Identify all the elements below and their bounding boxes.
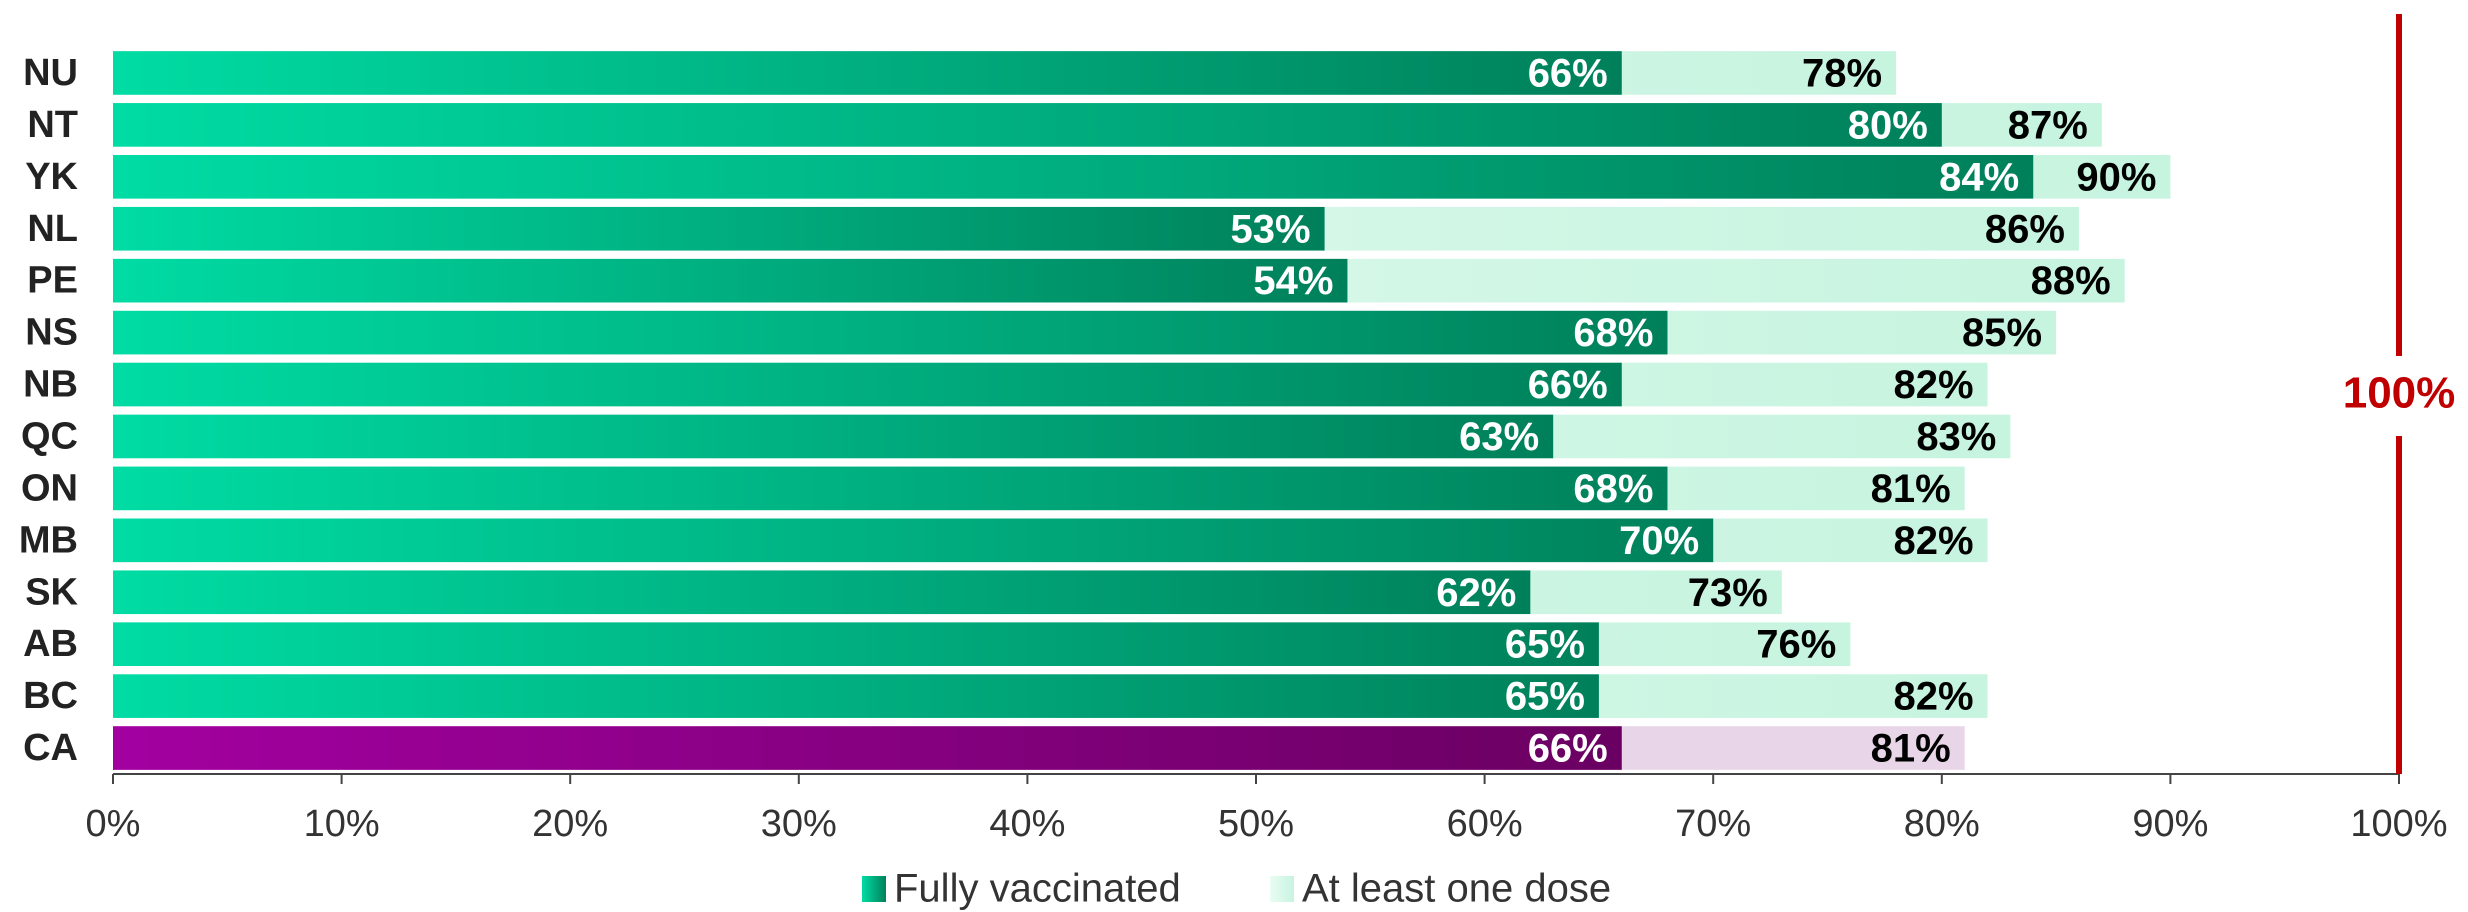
legend-item: Fully vaccinated — [862, 867, 1181, 911]
x-tick-label: 20% — [532, 803, 608, 845]
data-label: 85% — [1962, 311, 2042, 355]
bar — [113, 155, 2034, 199]
bar — [113, 310, 1668, 355]
y-tick-label: NU — [23, 52, 78, 94]
data-label: 82% — [1893, 519, 1973, 563]
data-label: 68% — [1573, 311, 1653, 355]
x-tick-label: 10% — [304, 803, 380, 845]
data-label: 53% — [1231, 207, 1311, 251]
x-tick-label: 50% — [1218, 803, 1294, 845]
y-tick-label: YK — [25, 156, 78, 198]
data-label: 65% — [1505, 675, 1585, 719]
data-label: 62% — [1436, 571, 1516, 615]
data-label: 76% — [1756, 623, 1836, 667]
x-tick-label: 90% — [2132, 803, 2208, 845]
bar — [113, 622, 1599, 666]
y-tick-label: NS — [25, 312, 78, 354]
data-label: 84% — [1939, 155, 2019, 199]
y-tick-label: SK — [25, 571, 78, 613]
data-label: 68% — [1573, 467, 1653, 511]
data-label: 82% — [1893, 363, 1973, 407]
data-label: 81% — [1871, 727, 1951, 771]
x-tick-label: 100% — [2350, 803, 2447, 845]
x-tick-label: 60% — [1447, 803, 1523, 845]
x-tick-label: 70% — [1675, 803, 1751, 845]
data-label: 82% — [1893, 675, 1973, 719]
legend-item: At least one dose — [1270, 867, 1611, 911]
y-tick-label: CA — [23, 727, 78, 769]
legend-label: At least one dose — [1302, 867, 1611, 911]
y-tick-label: BC — [23, 675, 78, 717]
data-label: 80% — [1848, 103, 1928, 147]
data-label: 86% — [1985, 207, 2065, 251]
data-label: 66% — [1528, 52, 1608, 96]
y-tick-label: ON — [21, 467, 78, 509]
x-tick-label: 40% — [989, 803, 1065, 845]
data-label: 73% — [1688, 571, 1768, 615]
y-tick-label: MB — [19, 519, 78, 561]
bar — [113, 466, 1668, 511]
data-label: 65% — [1505, 623, 1585, 667]
bar — [113, 362, 1622, 407]
y-tick-label: NT — [27, 104, 78, 146]
bar — [113, 206, 1325, 251]
data-label: 87% — [2008, 103, 2088, 147]
legend-label: Fully vaccinated — [894, 867, 1181, 911]
bar — [113, 414, 1554, 459]
bar — [113, 518, 1714, 563]
data-label: 54% — [1253, 259, 1333, 303]
data-label: 83% — [1916, 415, 1996, 459]
bar — [113, 726, 1622, 770]
data-label: 63% — [1459, 415, 1539, 459]
y-tick-label: NB — [23, 364, 78, 406]
x-tick-label: 0% — [86, 803, 141, 845]
legend-swatch — [1270, 876, 1294, 902]
y-tick-label: AB — [23, 623, 78, 665]
y-tick-label: QC — [21, 415, 78, 457]
y-tick-label: NL — [27, 208, 78, 250]
y-tick-label: PE — [27, 260, 78, 302]
reference-label: 100% — [2343, 369, 2456, 418]
x-tick-label: 30% — [761, 803, 837, 845]
bar — [113, 103, 1942, 147]
data-label: 81% — [1871, 467, 1951, 511]
bar — [113, 570, 1531, 615]
data-label: 66% — [1528, 727, 1608, 771]
legend-swatch — [862, 876, 886, 902]
bar — [113, 51, 1622, 95]
bar — [113, 674, 1599, 718]
x-tick-label: 80% — [1904, 803, 1980, 845]
data-label: 78% — [1802, 52, 1882, 96]
data-label: 66% — [1528, 363, 1608, 407]
bar — [113, 258, 1348, 303]
data-label: 88% — [2031, 259, 2111, 303]
data-label: 70% — [1619, 519, 1699, 563]
data-label: 90% — [2076, 155, 2156, 199]
